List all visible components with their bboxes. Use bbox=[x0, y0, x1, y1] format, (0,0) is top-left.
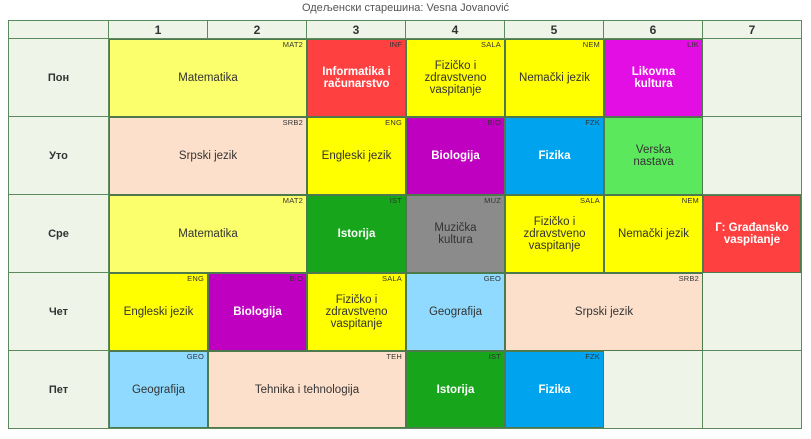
lesson-code: GEO bbox=[483, 274, 501, 283]
lesson-code: SALA bbox=[580, 196, 600, 205]
lesson-tue-eng[interactable]: ENG Engleski jezik bbox=[307, 117, 406, 195]
lesson-name: Verska nastava bbox=[633, 144, 674, 168]
header-corner bbox=[9, 21, 109, 39]
lesson-fri-geo[interactable]: GEO Geografija bbox=[109, 351, 208, 428]
lesson-fri-fzk[interactable]: FZK Fizika bbox=[505, 351, 604, 428]
lesson-name: Informatika i računarstvo bbox=[322, 66, 391, 90]
lesson-code: NEM bbox=[582, 40, 600, 49]
lesson-code: MUZ bbox=[484, 196, 501, 205]
lesson-name: Г: Građansko vaspitanje bbox=[715, 222, 789, 246]
lesson-name: Engleski jezik bbox=[321, 150, 392, 162]
lesson-name: Muzička kultura bbox=[434, 222, 477, 246]
lesson-code: ENG bbox=[385, 118, 402, 127]
lesson-fri-teh[interactable]: TEH Tehnika i tehnologija bbox=[208, 351, 406, 428]
column-header-7: 7 bbox=[703, 21, 801, 39]
lesson-code: FZK bbox=[585, 118, 600, 127]
column-header-2: 2 bbox=[208, 21, 307, 39]
lesson-code: BIO bbox=[289, 274, 303, 283]
lesson-wed-ist[interactable]: IST Istorija bbox=[307, 195, 406, 273]
lesson-mon-sala[interactable]: SALA Fizičko i zdravstveno vaspitanje bbox=[406, 39, 505, 117]
lesson-name: Nemački jezik bbox=[618, 228, 689, 240]
lesson-wed-gv[interactable]: Г: Građansko vaspitanje bbox=[703, 195, 801, 273]
lesson-wed-nem[interactable]: NEM Nemački jezik bbox=[604, 195, 703, 273]
lesson-code: SALA bbox=[481, 40, 501, 49]
lesson-tue-ver[interactable]: Verska nastava bbox=[604, 117, 703, 195]
lesson-name: Fizika bbox=[538, 150, 571, 162]
empty-slot bbox=[703, 117, 801, 195]
lesson-wed-sala[interactable]: SALA Fizičko i zdravstveno vaspitanje bbox=[505, 195, 604, 273]
column-header-3: 3 bbox=[307, 21, 406, 39]
empty-slot bbox=[703, 273, 801, 351]
empty-slot bbox=[604, 351, 703, 428]
lesson-name: Tehnika i tehnologija bbox=[254, 383, 360, 396]
lesson-mon-nem[interactable]: NEM Nemački jezik bbox=[505, 39, 604, 117]
lesson-code: INF bbox=[389, 40, 402, 49]
lesson-code: NEM bbox=[681, 196, 699, 205]
lesson-name: Matematika bbox=[178, 72, 238, 84]
day-label-wed: Сре bbox=[9, 195, 109, 273]
lesson-thu-geo[interactable]: GEO Geografija bbox=[406, 273, 505, 351]
lesson-code: FZK bbox=[585, 352, 600, 361]
homeroom-teacher-caption: Одељенски старешина: Vesna Jovanović bbox=[301, 2, 510, 14]
lesson-code: MAT2 bbox=[282, 196, 303, 205]
lesson-code: SRB2 bbox=[282, 118, 303, 127]
lesson-thu-sala[interactable]: SALA Fizičko i zdravstveno vaspitanje bbox=[307, 273, 406, 351]
lesson-tue-fzk[interactable]: FZK Fizika bbox=[505, 117, 604, 195]
empty-slot bbox=[703, 39, 801, 117]
lesson-fri-ist[interactable]: IST Istorija bbox=[406, 351, 505, 428]
lesson-code: MAT2 bbox=[282, 40, 303, 49]
column-header-4: 4 bbox=[406, 21, 505, 39]
lesson-thu-srb2[interactable]: SRB2 Srpski jezik bbox=[505, 273, 703, 351]
lesson-name: Istorija bbox=[337, 228, 376, 240]
column-header-1: 1 bbox=[109, 21, 208, 39]
empty-slot bbox=[703, 351, 801, 428]
lesson-name: Likovna kultura bbox=[631, 66, 676, 90]
lesson-name: Srpski jezik bbox=[574, 306, 634, 318]
lesson-name: Biologija bbox=[431, 150, 480, 162]
lesson-wed-muz[interactable]: MUZ Muzička kultura bbox=[406, 195, 505, 273]
lesson-code: IST bbox=[389, 196, 402, 205]
column-header-6: 6 bbox=[604, 21, 703, 39]
day-label-thu: Чет bbox=[9, 273, 109, 351]
lesson-name: Fizičko i zdravstveno vaspitanje bbox=[325, 294, 388, 330]
column-header-5: 5 bbox=[505, 21, 604, 39]
lesson-tue-srb2[interactable]: SRB2 Srpski jezik bbox=[109, 117, 307, 195]
timetable-grid: 1 2 3 4 5 6 7 Пон Уто Сре Чет Пет MAT2 M… bbox=[8, 20, 802, 429]
lesson-mon-mat2[interactable]: MAT2 Matematika bbox=[109, 39, 307, 117]
lesson-code: ENG bbox=[187, 274, 204, 283]
lesson-thu-eng[interactable]: ENG Engleski jezik bbox=[109, 273, 208, 351]
lesson-name: Engleski jezik bbox=[123, 306, 194, 318]
lesson-name: Nemački jezik bbox=[519, 72, 590, 84]
lesson-name: Geografija bbox=[131, 383, 186, 396]
lesson-name: Fizičko i zdravstveno vaspitanje bbox=[523, 216, 586, 252]
lesson-name: Biologija bbox=[233, 306, 282, 318]
lesson-name: Fizika bbox=[538, 383, 571, 396]
lesson-tue-bio[interactable]: BIO Biologija bbox=[406, 117, 505, 195]
lesson-name: Srpski jezik bbox=[178, 150, 238, 162]
lesson-code: SALA bbox=[382, 274, 402, 283]
lesson-thu-bio[interactable]: BIO Biologija bbox=[208, 273, 307, 351]
lesson-code: SRB2 bbox=[678, 274, 699, 283]
lesson-wed-mat2[interactable]: MAT2 Matematika bbox=[109, 195, 307, 273]
lesson-name: Geografija bbox=[428, 306, 483, 318]
day-label-mon: Пон bbox=[9, 39, 109, 117]
lesson-name: Istorija bbox=[436, 383, 475, 396]
lesson-mon-inf[interactable]: INF Informatika i računarstvo bbox=[307, 39, 406, 117]
day-label-tue: Уто bbox=[9, 117, 109, 195]
lesson-mon-lik[interactable]: LIK Likovna kultura bbox=[604, 39, 703, 117]
lesson-code: BIO bbox=[487, 118, 501, 127]
day-label-fri: Пет bbox=[9, 351, 109, 428]
lesson-code: LIK bbox=[687, 40, 699, 49]
lesson-code: IST bbox=[488, 352, 501, 361]
lesson-name: Matematika bbox=[178, 228, 238, 240]
lesson-code: TEH bbox=[386, 352, 402, 361]
lesson-code: GEO bbox=[186, 352, 204, 361]
lesson-name: Fizičko i zdravstveno vaspitanje bbox=[424, 60, 487, 96]
